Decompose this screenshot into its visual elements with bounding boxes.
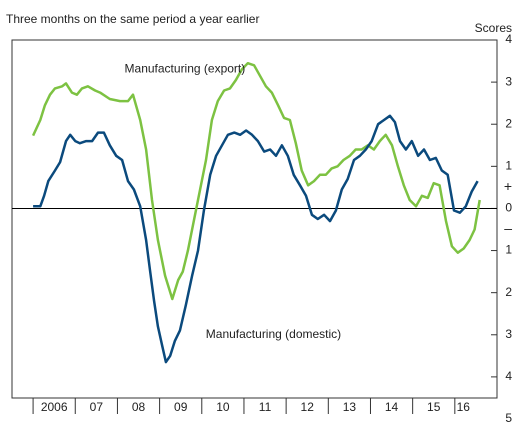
y-tick-label: 4 xyxy=(505,369,512,383)
y-tick-label: 3 xyxy=(505,327,512,341)
y-tick-label: 2 xyxy=(505,116,512,130)
y-tick-label: 4 xyxy=(505,32,512,46)
series-annotation: Manufacturing (export) xyxy=(125,62,246,76)
x-tick-label: 15 xyxy=(427,400,441,414)
x-tick-label: 09 xyxy=(174,400,188,414)
plot-frame xyxy=(11,39,498,399)
chart-title: Three months on the same period a year e… xyxy=(6,12,259,26)
y-tick-label: 0 xyxy=(505,201,512,215)
x-tick-label: 10 xyxy=(216,400,230,414)
positive-sign: + xyxy=(504,178,512,194)
x-tick-label: 11 xyxy=(259,400,272,414)
series-annotation: Manufacturing (domestic) xyxy=(206,327,341,341)
x-tick-label: 2006 xyxy=(41,400,68,414)
x-tick-label: 14 xyxy=(385,400,399,414)
x-tick-label: 12 xyxy=(301,400,315,414)
y-tick-label: 1 xyxy=(505,159,512,173)
negative-sign: – xyxy=(504,220,512,236)
y-tick-label: 2 xyxy=(505,285,512,299)
x-tick-label: 13 xyxy=(343,400,357,414)
y-tick-label: 5 xyxy=(505,411,512,425)
y-tick-label: 3 xyxy=(505,74,512,88)
x-tick-label: 08 xyxy=(132,400,146,414)
series-line xyxy=(31,61,481,301)
y-axis-label: Scores xyxy=(475,21,512,35)
x-tick-label: 16 xyxy=(457,400,471,414)
x-tick-label: 07 xyxy=(90,400,104,414)
y-tick-label: 1 xyxy=(505,243,512,257)
series-line xyxy=(33,114,479,364)
